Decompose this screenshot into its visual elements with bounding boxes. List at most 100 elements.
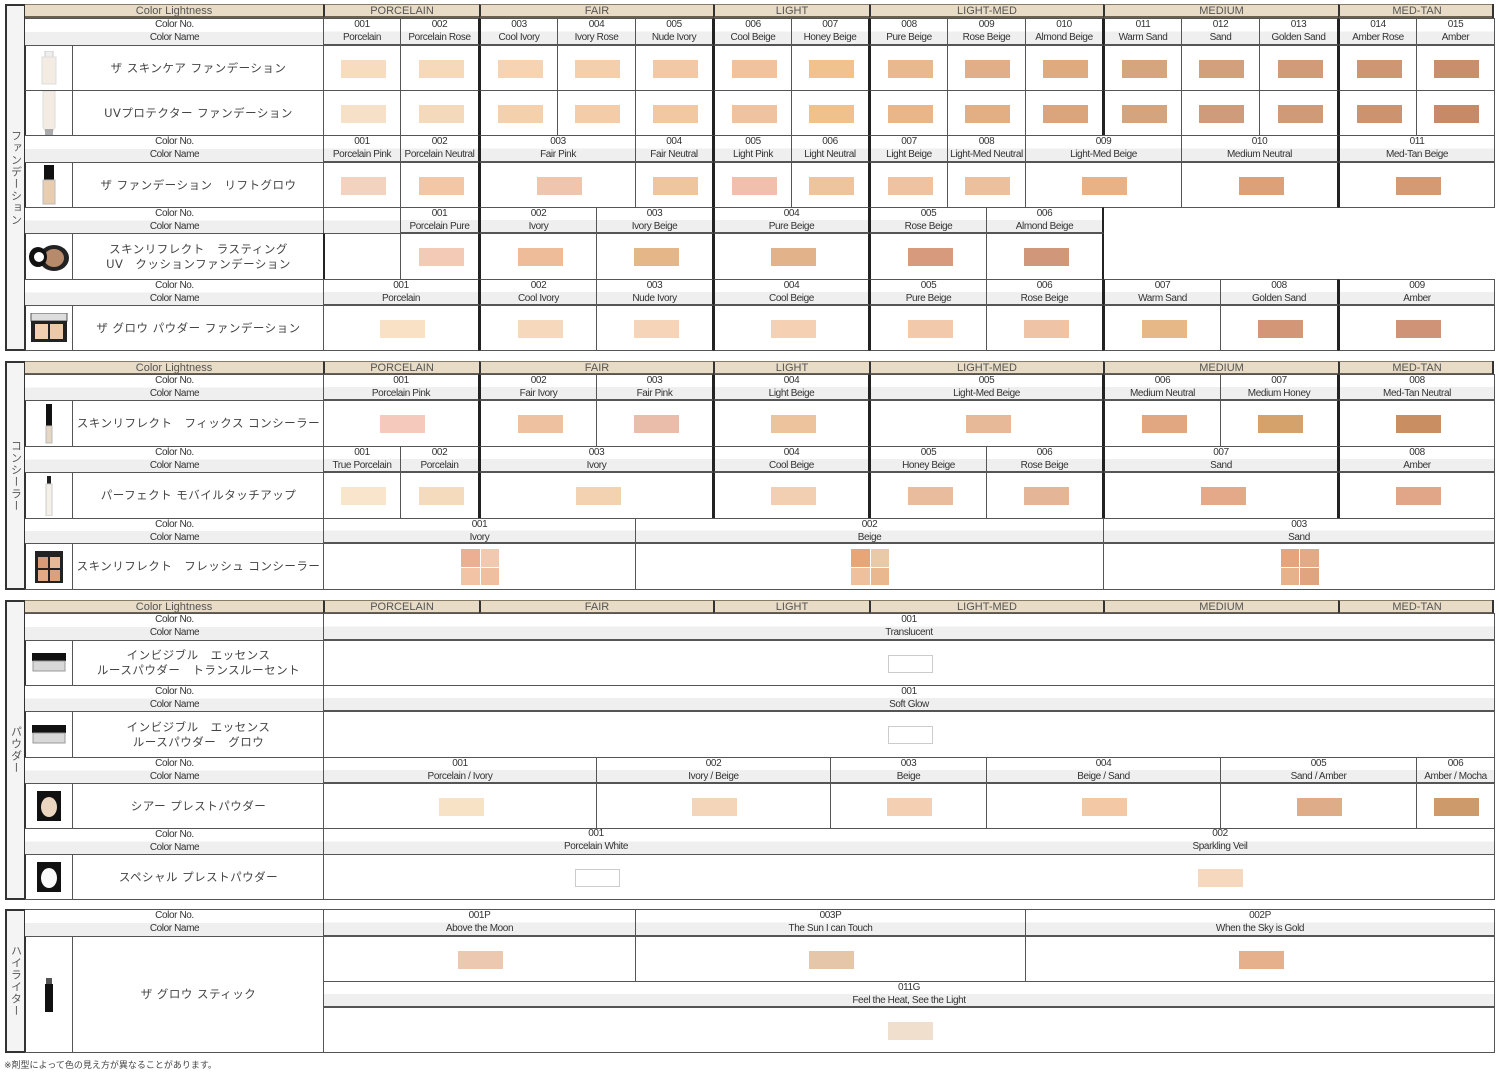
shade-cell[interactable]	[400, 90, 480, 136]
shade-cell[interactable]	[830, 783, 987, 829]
shade-cell[interactable]	[323, 711, 1495, 758]
shade-cell[interactable]	[869, 400, 1104, 447]
shade-cell[interactable]	[791, 162, 870, 208]
shade-cell[interactable]	[1338, 90, 1417, 136]
shade-cell[interactable]	[596, 305, 714, 351]
shade-cell[interactable]	[1259, 45, 1339, 91]
shade-cell[interactable]	[1416, 783, 1495, 829]
shade-name: Med-Tan Neutral	[1383, 387, 1451, 399]
shade-cell[interactable]	[1025, 162, 1182, 208]
shade-cell[interactable]	[479, 162, 636, 208]
shade-cell[interactable]	[323, 162, 401, 208]
shade-cell[interactable]	[986, 783, 1221, 829]
shade-cell[interactable]	[323, 90, 401, 136]
shade-cell[interactable]	[479, 472, 714, 519]
shade-cell[interactable]	[947, 90, 1026, 136]
shade-cell[interactable]	[713, 400, 870, 447]
shade-cell[interactable]	[323, 1007, 1495, 1053]
shade-cell[interactable]	[1103, 543, 1495, 590]
shade-header: 001 Translucent	[323, 613, 1495, 640]
shade-cell[interactable]	[869, 90, 948, 136]
shade-cell[interactable]	[479, 90, 558, 136]
shade-cell[interactable]	[1338, 305, 1495, 351]
shade-cell[interactable]	[323, 472, 401, 519]
shade-cell[interactable]	[791, 45, 870, 91]
shade-cell[interactable]	[479, 305, 597, 351]
shade-cell[interactable]	[1338, 400, 1495, 447]
shade-cell[interactable]	[635, 45, 714, 91]
shade-cell[interactable]	[1103, 45, 1182, 91]
shade-cell[interactable]	[557, 45, 636, 91]
shade-cell[interactable]	[947, 45, 1026, 91]
shade-cell[interactable]	[1416, 90, 1495, 136]
shade-cell[interactable]	[986, 472, 1104, 519]
shade-cell[interactable]	[400, 162, 480, 208]
shade-cell[interactable]	[323, 45, 401, 91]
shade-cell[interactable]	[713, 45, 792, 91]
shade-cell[interactable]	[947, 162, 1026, 208]
shade-cell[interactable]	[869, 45, 948, 91]
shade-cell[interactable]	[869, 162, 948, 208]
shade-name: Honey Beige	[902, 459, 955, 471]
shade-cell[interactable]	[400, 45, 480, 91]
shade-cell[interactable]	[1338, 472, 1495, 519]
shade-cell[interactable]	[1103, 400, 1221, 447]
shade-cell[interactable]	[1103, 90, 1182, 136]
shade-cell[interactable]	[1025, 936, 1495, 982]
shade-swatch	[907, 248, 953, 266]
shade-cell[interactable]	[635, 90, 714, 136]
shade-cell[interactable]	[596, 233, 714, 280]
shade-cell[interactable]	[1181, 45, 1260, 91]
shade-cell[interactable]	[323, 305, 480, 351]
shade-cell[interactable]	[1103, 305, 1221, 351]
swatch-quadrant	[1300, 567, 1319, 585]
shade-cell[interactable]	[323, 543, 636, 590]
shade-cell[interactable]	[1181, 90, 1260, 136]
shade-cell[interactable]	[323, 783, 597, 829]
shade-cell[interactable]	[713, 90, 792, 136]
shade-cell[interactable]	[1181, 162, 1339, 208]
shade-cell[interactable]	[479, 400, 597, 447]
shade-cell[interactable]	[400, 472, 480, 519]
shade-cell[interactable]	[635, 162, 714, 208]
shade-cell[interactable]	[986, 305, 1104, 351]
shade-cell[interactable]	[713, 162, 792, 208]
shade-number: 009	[978, 19, 995, 30]
shade-cell[interactable]	[1220, 783, 1417, 829]
shade-cell[interactable]	[323, 400, 480, 447]
shade-cell[interactable]	[479, 45, 558, 91]
shade-number: 006	[745, 19, 761, 30]
shade-cell[interactable]	[1103, 472, 1339, 519]
shade-cell[interactable]	[400, 233, 480, 280]
lightness-group-label: MED-TAN	[1392, 600, 1442, 613]
shade-cell[interactable]	[791, 90, 870, 136]
shade-cell[interactable]	[1338, 162, 1495, 208]
shade-header: 003 Nude Ivory	[596, 279, 714, 305]
shade-cell[interactable]	[596, 400, 714, 447]
shade-cell[interactable]	[323, 936, 636, 982]
shade-cell[interactable]	[713, 472, 870, 519]
shade-cell[interactable]	[635, 936, 1026, 982]
shade-cell[interactable]	[1259, 90, 1339, 136]
shade-cell[interactable]	[479, 233, 597, 280]
shade-number: 002	[431, 447, 448, 458]
shade-cell[interactable]	[1220, 400, 1339, 447]
shade-cell[interactable]	[596, 783, 831, 829]
shade-cell[interactable]	[1220, 305, 1339, 351]
shade-cell[interactable]	[713, 233, 870, 280]
lightness-label: Color Lightness	[135, 600, 213, 613]
shade-cell[interactable]	[1338, 45, 1417, 91]
shade-cell[interactable]	[986, 233, 1104, 280]
shade-cell[interactable]	[557, 90, 636, 136]
shade-cell[interactable]	[323, 640, 1495, 686]
shade-cell[interactable]	[1025, 90, 1104, 136]
shade-cell[interactable]	[869, 305, 987, 351]
shade-cell[interactable]	[635, 543, 1104, 590]
shade-cell[interactable]	[323, 854, 1495, 900]
shade-cell[interactable]	[869, 472, 987, 519]
shade-cell[interactable]	[1025, 45, 1104, 91]
shade-cell[interactable]	[869, 233, 987, 280]
shade-cell[interactable]	[713, 305, 870, 351]
section-label: コンシーラー	[9, 439, 23, 512]
shade-cell[interactable]	[1416, 45, 1495, 91]
